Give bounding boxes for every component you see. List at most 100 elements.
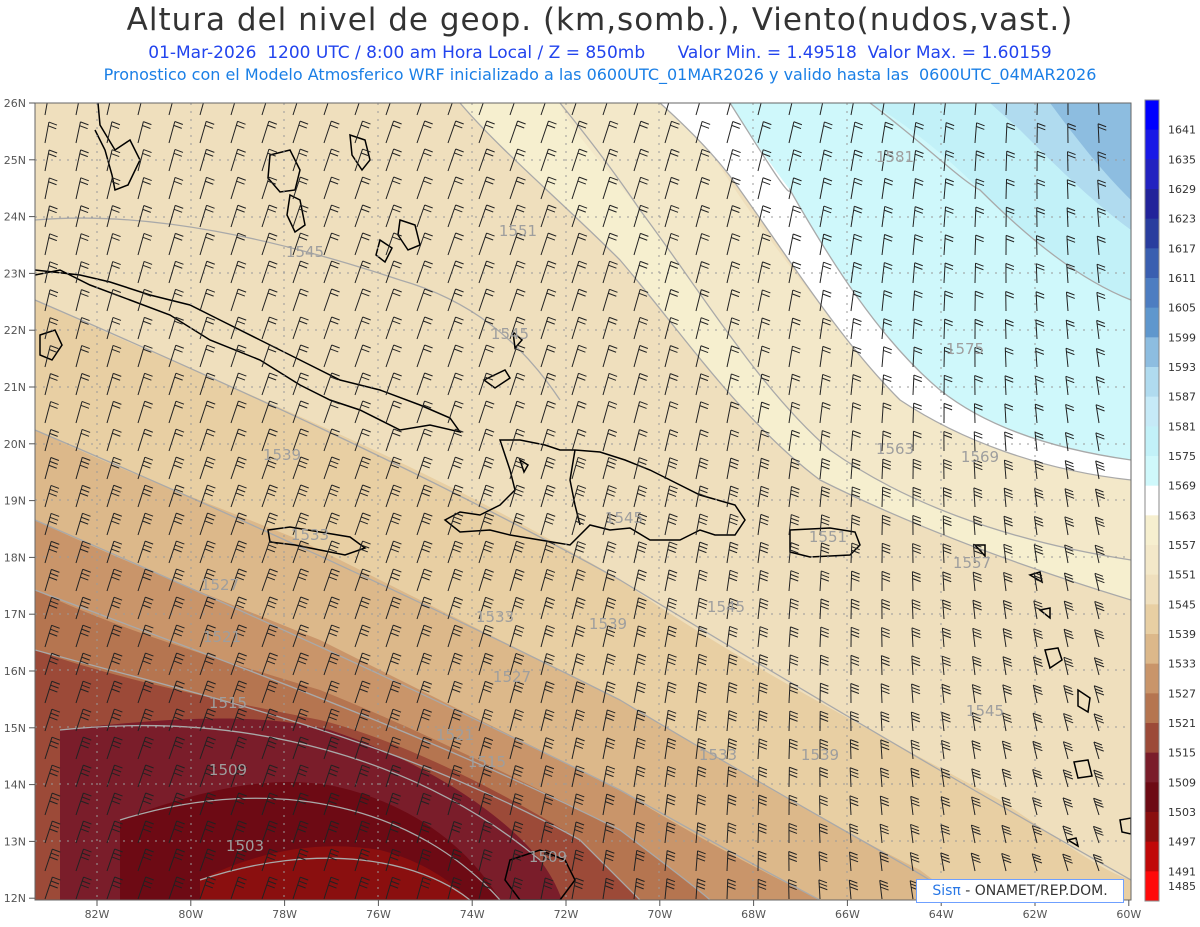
colorbar-label: 1527	[1168, 687, 1196, 700]
wind-barb	[788, 121, 803, 144]
wind-barb	[385, 624, 402, 648]
colorbar-swatch	[1145, 396, 1159, 427]
lat-tick-label: 17N	[4, 608, 26, 621]
wind-barb	[1067, 103, 1069, 116]
wind-barb	[1093, 741, 1104, 760]
wind-barb	[912, 514, 922, 536]
wind-barb	[1004, 375, 1014, 396]
wind-barb	[1062, 825, 1073, 844]
wind-barb	[819, 317, 832, 340]
wind-barb	[1035, 291, 1045, 312]
wind-barb	[261, 456, 278, 480]
wind-barb	[695, 794, 707, 816]
wind-barb	[788, 429, 801, 452]
wind-barb	[1003, 515, 1013, 536]
wind-barb	[633, 485, 648, 508]
wind-barb	[602, 849, 615, 872]
wind-barb	[354, 456, 371, 480]
colorbar-label: 1641	[1168, 124, 1196, 137]
wind-barb	[940, 824, 951, 844]
contour-label: 1551	[809, 528, 847, 546]
wind-barb	[602, 429, 618, 452]
wind-barb	[664, 569, 678, 592]
wind-barb	[633, 653, 647, 676]
wind-barb	[168, 876, 185, 900]
wind-barb	[168, 848, 185, 872]
wind-barb	[1032, 684, 1043, 704]
wind-barb	[509, 596, 525, 620]
wind-barb	[757, 541, 769, 564]
wind-barb	[292, 204, 309, 228]
lat-tick-label: 15N	[4, 722, 26, 735]
wind-barb	[323, 540, 340, 564]
wind-barb	[695, 541, 708, 564]
wind-barb	[633, 316, 649, 340]
wind-barb	[416, 484, 433, 508]
wind-barb	[910, 823, 920, 844]
wind-barb	[850, 654, 860, 676]
wind-barb	[416, 624, 433, 648]
wind-barb	[972, 655, 982, 676]
wind-barb	[230, 596, 247, 620]
contour-label: 1533	[476, 608, 514, 626]
contour-label: 1521	[203, 628, 241, 646]
wind-barb	[447, 540, 464, 564]
wind-barb	[881, 234, 893, 256]
wind-barb	[1004, 319, 1014, 340]
wind-barb	[726, 121, 741, 144]
wind-barb	[571, 821, 585, 844]
wind-barb	[1001, 740, 1012, 760]
graticule	[35, 103, 1131, 900]
wind-barb	[385, 456, 402, 480]
wind-barb	[757, 710, 768, 732]
wind-barb	[323, 372, 340, 396]
colorbar-label: 1623	[1168, 213, 1196, 226]
wind-barb	[354, 568, 371, 592]
colorbar-label: 1509	[1168, 776, 1196, 789]
wind-barb	[695, 401, 709, 424]
wind-barb	[447, 877, 462, 900]
wind-barb	[633, 849, 645, 872]
wind-barb	[695, 709, 707, 732]
color-legend: 1641 1635 1629 1623 1617 1611 1605 1599 1593 1587…	[1144, 99, 1196, 902]
wind-barb	[137, 316, 153, 340]
wind-barb	[354, 512, 371, 536]
wind-barb	[106, 205, 121, 228]
wind-barb	[323, 624, 340, 648]
wind-barb	[168, 400, 185, 424]
wind-barb	[385, 596, 402, 620]
wind-barb	[106, 708, 123, 732]
wind-barb	[726, 485, 739, 508]
wind-barb	[880, 739, 890, 760]
wind-barb	[664, 737, 677, 760]
wind-barb	[633, 373, 648, 396]
brand-logo: Sisπ	[932, 883, 961, 899]
wind-barb	[571, 484, 587, 508]
wind-barb	[819, 710, 829, 732]
wind-barb	[942, 487, 952, 508]
wind-barb	[416, 708, 432, 732]
wind-barb	[106, 596, 123, 620]
wind-barb	[695, 233, 710, 256]
colorbar-label: 1629	[1168, 183, 1196, 196]
wind-barb	[695, 120, 711, 144]
wind-barb	[1093, 657, 1105, 676]
wind-barb	[416, 148, 433, 172]
wind-barb	[943, 206, 954, 228]
wind-barb	[726, 597, 739, 620]
wind-barb	[540, 681, 555, 704]
wind-barb	[912, 290, 923, 312]
wind-barb	[137, 764, 154, 788]
colorbar-swatch	[1145, 367, 1159, 398]
wind-barb	[1063, 656, 1074, 676]
wind-barb	[695, 738, 707, 760]
wind-barb	[230, 820, 247, 844]
wind-barb	[323, 820, 340, 844]
wind-barb	[664, 148, 680, 172]
wind-barb	[75, 177, 89, 200]
wind-barb	[478, 849, 493, 872]
wind-barb	[633, 103, 639, 116]
wind-barb	[323, 848, 340, 872]
wind-barb	[509, 372, 526, 396]
wind-barb	[912, 430, 922, 452]
